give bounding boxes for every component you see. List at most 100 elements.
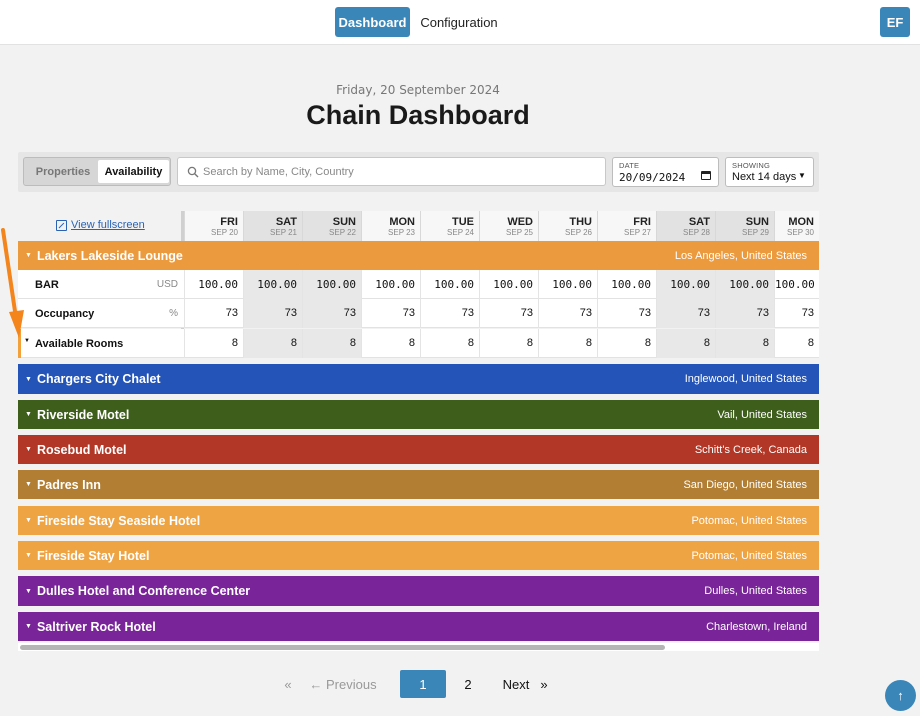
metric-cell[interactable]: 100.00 [479, 270, 538, 299]
metric-cell[interactable]: 73 [715, 299, 774, 328]
column-date: SEP 29 [742, 228, 769, 237]
metric-cell[interactable]: 8 [184, 329, 243, 358]
metric-cell[interactable]: 100.00 [302, 270, 361, 299]
metric-cell[interactable]: 100.00 [243, 270, 302, 299]
metric-label: Available Rooms [35, 338, 124, 350]
search-input[interactable] [203, 162, 598, 182]
collapse-toggle-icon[interactable]: ▼ [25, 446, 32, 453]
metric-cell[interactable]: 100.00 [597, 270, 656, 299]
property-name: Padres Inn [36, 477, 101, 492]
expand-toggle-icon[interactable]: ▼ [24, 338, 30, 344]
property-location: Charlestown, Ireland [706, 620, 807, 633]
property-row[interactable]: ▼ Dulles Hotel and Conference Center Dulle… [18, 576, 819, 606]
metric-cell[interactable]: 8 [538, 329, 597, 358]
column-date: SEP 22 [329, 228, 356, 237]
metric-cell[interactable]: 73 [243, 299, 302, 328]
avatar[interactable]: EF [880, 7, 910, 37]
column-date: SEP 30 [787, 228, 814, 237]
page-2-button[interactable]: 2 [464, 676, 472, 692]
metric-cell[interactable]: 8 [656, 329, 715, 358]
scroll-to-top-button[interactable]: ↑ [885, 680, 916, 711]
metric-cell[interactable]: 8 [715, 329, 774, 358]
metric-cell[interactable]: 8 [479, 329, 538, 358]
metric-cell[interactable]: 100.00 [656, 270, 715, 299]
property-location: Schitt's Creek, Canada [694, 443, 807, 456]
property-row[interactable]: ▼ Chargers City Chalet Inglewood, United S… [18, 364, 819, 394]
metric-cell[interactable]: 73 [479, 299, 538, 328]
collapse-toggle-icon[interactable]: ▼ [25, 517, 32, 524]
date-column-header: FRI SEP 20 [184, 211, 243, 241]
property-name: Saltriver Rock Hotel [36, 619, 156, 634]
property-row[interactable]: ▼ Fireside Stay Hotel Potomac, United Stat… [18, 541, 819, 570]
property-name: Riverside Motel [36, 407, 130, 422]
column-date: SEP 24 [447, 228, 474, 237]
metric-cell[interactable]: 73 [538, 299, 597, 328]
row-highlight-marker [18, 329, 21, 358]
metric-cell[interactable]: 8 [774, 329, 819, 358]
calendar-icon[interactable] [701, 171, 711, 180]
first-page-button[interactable]: « [284, 676, 292, 692]
property-name: Fireside Stay Hotel [36, 548, 150, 563]
page-1-button[interactable]: 1 [400, 670, 446, 698]
metric-cell[interactable]: 100.00 [715, 270, 774, 299]
metric-cell[interactable]: 100.00 [184, 270, 243, 299]
column-day: WED [507, 216, 533, 228]
page-title: Chain Dashboard [306, 100, 530, 130]
metric-cell[interactable]: 8 [597, 329, 656, 358]
previous-page-button[interactable]: ← Previous [309, 676, 377, 692]
metric-cell[interactable]: 100.00 [420, 270, 479, 299]
column-day: MON [788, 216, 814, 228]
next-page-button[interactable]: Next [502, 676, 530, 692]
metric-cell[interactable]: 8 [361, 329, 420, 358]
properties-toggle-button[interactable]: Properties [35, 165, 91, 178]
collapse-toggle-icon[interactable]: ▼ [25, 552, 32, 559]
nav-dashboard-button[interactable]: Dashboard [335, 7, 410, 37]
metric-cell[interactable]: 73 [361, 299, 420, 328]
metric-cell[interactable]: 73 [656, 299, 715, 328]
property-row[interactable]: ▼ Lakers Lakeside Lounge Los Angeles, Unit… [18, 241, 819, 270]
date-column-header: MON SEP 30 [774, 211, 819, 241]
metric-cell[interactable]: 73 [597, 299, 656, 328]
collapse-toggle-icon[interactable]: ▼ [25, 375, 32, 383]
showing-select[interactable]: SHOWING Next 14 days ▼ [725, 157, 814, 187]
column-day: SUN [332, 216, 356, 228]
showing-label: SHOWING [732, 161, 771, 170]
metric-cell[interactable]: 100.00 [538, 270, 597, 299]
property-location: Dulles, United States [704, 585, 807, 597]
metric-cell[interactable]: 8 [420, 329, 479, 358]
availability-toggle-button[interactable]: Availability [98, 160, 169, 183]
view-toggle: Properties Availability [23, 157, 171, 186]
property-row[interactable]: ▼ Fireside Stay Seaside Hotel Potomac, Uni… [18, 506, 819, 535]
metric-cell[interactable]: 8 [302, 329, 361, 358]
collapse-toggle-icon[interactable]: ▼ [25, 411, 32, 418]
scrollbar-thumb[interactable] [20, 645, 665, 650]
collapse-toggle-icon[interactable]: ▼ [25, 481, 32, 488]
collapse-toggle-icon[interactable]: ▼ [25, 623, 32, 630]
property-name: Fireside Stay Seaside Hotel [36, 513, 201, 528]
last-page-button[interactable]: » [540, 676, 548, 692]
property-name: Rosebud Motel [36, 442, 127, 457]
collapse-toggle-icon[interactable]: ▼ [25, 252, 32, 259]
column-date: SEP 28 [683, 228, 710, 237]
property-row[interactable]: ▼ Riverside Motel Vail, United States [18, 400, 819, 429]
property-location: Potomac, United States [691, 549, 807, 562]
metric-cell[interactable]: 8 [243, 329, 302, 358]
metric-cell[interactable]: 100.00 [774, 270, 819, 299]
horizontal-scrollbar[interactable] [18, 643, 819, 651]
search-box[interactable] [177, 157, 606, 186]
nav-configuration-button[interactable]: Configuration [420, 14, 498, 30]
metric-cell[interactable]: 73 [420, 299, 479, 328]
column-date: SEP 25 [506, 228, 533, 237]
property-row[interactable]: ▼ Rosebud Motel Schitt's Creek, Canada [18, 435, 819, 464]
arrow-up-icon: ↑ [897, 688, 904, 703]
metric-cell[interactable]: 73 [302, 299, 361, 328]
property-row[interactable]: ▼ Saltriver Rock Hotel Charlestown, Irelan… [18, 612, 819, 641]
collapse-toggle-icon[interactable]: ▼ [25, 587, 32, 595]
property-row[interactable]: ▼ Padres Inn San Diego, United States [18, 470, 819, 499]
view-fullscreen-link[interactable]: View fullscreen [56, 219, 145, 231]
metric-cell[interactable]: 73 [774, 299, 819, 328]
metric-cell[interactable]: 73 [184, 299, 243, 328]
metric-cell[interactable]: 100.00 [361, 270, 420, 299]
date-picker[interactable]: DATE 20/09/2024 [612, 157, 719, 187]
chevron-down-icon: ▼ [798, 171, 806, 180]
